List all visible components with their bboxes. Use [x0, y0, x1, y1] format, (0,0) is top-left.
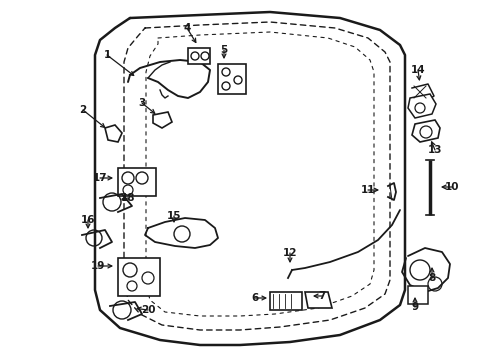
Text: 2: 2 [79, 105, 86, 115]
Text: 6: 6 [251, 293, 258, 303]
Text: 4: 4 [183, 23, 190, 33]
Polygon shape [153, 112, 172, 128]
Text: 18: 18 [121, 193, 135, 203]
FancyBboxPatch shape [118, 168, 156, 196]
FancyBboxPatch shape [269, 292, 302, 310]
Text: 5: 5 [220, 45, 227, 55]
Polygon shape [411, 120, 439, 142]
Polygon shape [305, 292, 331, 308]
Text: 12: 12 [282, 248, 297, 258]
FancyBboxPatch shape [218, 64, 245, 94]
FancyBboxPatch shape [187, 48, 209, 64]
Text: 3: 3 [138, 98, 145, 108]
FancyBboxPatch shape [118, 258, 160, 296]
Text: 14: 14 [410, 65, 425, 75]
FancyBboxPatch shape [407, 286, 427, 304]
Text: 1: 1 [103, 50, 110, 60]
Text: 7: 7 [318, 291, 325, 301]
Text: 19: 19 [91, 261, 105, 271]
Polygon shape [105, 125, 122, 142]
Text: 9: 9 [410, 302, 418, 312]
Text: 17: 17 [93, 173, 107, 183]
Text: 10: 10 [444, 182, 458, 192]
Text: 16: 16 [81, 215, 95, 225]
Text: 13: 13 [427, 145, 441, 155]
Text: 15: 15 [166, 211, 181, 221]
Polygon shape [407, 94, 435, 118]
Text: 11: 11 [360, 185, 374, 195]
Text: 8: 8 [427, 273, 435, 283]
Text: 20: 20 [141, 305, 155, 315]
